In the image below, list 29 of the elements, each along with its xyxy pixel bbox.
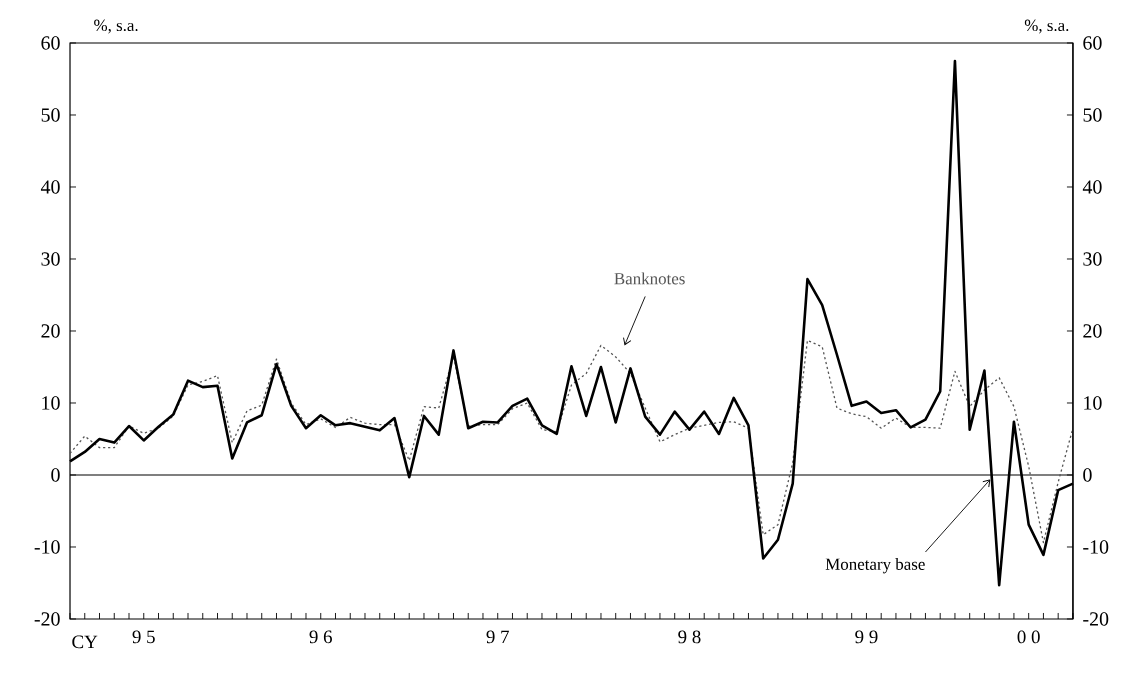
x-axis-title: CY <box>72 635 98 649</box>
y-tick-label: 50 <box>41 108 60 122</box>
y-tick-label: 40 <box>40 180 60 194</box>
x-tick-label: 9 5 <box>132 630 155 644</box>
y2-tick-label: 0 <box>1083 468 1092 482</box>
x-tick-label: 0 0 <box>1017 630 1040 644</box>
text: Banknotes <box>614 272 685 285</box>
y-tick-label: 10 <box>42 396 60 410</box>
x-tick-label: 9 7 <box>486 630 509 644</box>
text: Monetary base <box>825 558 925 574</box>
x-tick-label: 9 6 <box>309 630 332 644</box>
x-tick-label: 9 9 <box>855 630 878 644</box>
y2-tick-label: -10 <box>1083 540 1109 554</box>
y2-tick-label: 50 <box>1083 108 1102 122</box>
y2-axis-title: %, s.a. <box>1024 19 1069 34</box>
y2-tick-label: 60 <box>1083 36 1102 50</box>
y2-tick-label: 40 <box>1082 180 1102 194</box>
y-axis-title: %, s.a. <box>94 19 138 34</box>
y2-tick-label: -20 <box>1083 612 1109 626</box>
y-tick-label: 0 <box>51 468 60 482</box>
y-tick-label: -10 <box>34 540 60 554</box>
y2-tick-label: 10 <box>1084 396 1102 410</box>
x-tick-label: 9 8 <box>678 630 701 644</box>
y-tick-label: 60 <box>41 36 60 50</box>
y-tick-label: -20 <box>34 612 60 626</box>
y2-tick-label: 20 <box>1083 324 1102 338</box>
y-tick-label: 30 <box>41 252 60 266</box>
y-tick-label: 20 <box>41 324 60 338</box>
y2-tick-label: 30 <box>1083 252 1102 266</box>
